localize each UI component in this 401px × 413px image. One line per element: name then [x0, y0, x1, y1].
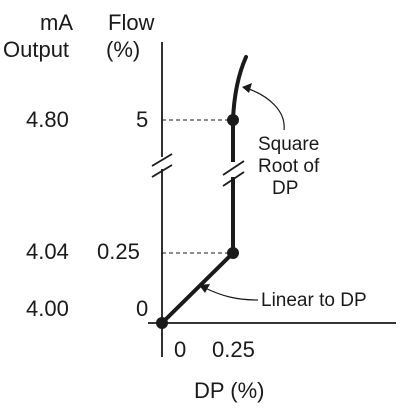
- square-root-arrow-line: [245, 87, 285, 131]
- ma-value-400: 4.00: [26, 296, 69, 321]
- square-root-label-line2: Root of: [258, 156, 320, 177]
- dp-tick-0: 0: [174, 337, 186, 362]
- linear-label: Linear to DP: [261, 290, 367, 311]
- square-root-label-line3: DP: [272, 178, 298, 199]
- dp-tick-025: 0.25: [212, 337, 255, 362]
- linear-segment: [160, 251, 235, 325]
- x-axis-label: DP (%): [194, 378, 265, 403]
- y-axis-break-mark-1: [151, 153, 173, 167]
- point-5: [227, 114, 239, 126]
- linear-arrow-line: [204, 287, 259, 301]
- y-axis-break-mark-2: [151, 164, 173, 178]
- flow-value-0: 0: [136, 296, 148, 321]
- flow-header-line1: Flow: [108, 10, 155, 35]
- flow-header-line2: (%): [106, 37, 140, 62]
- linear-arrowhead: [199, 284, 210, 293]
- flow-value-5: 5: [136, 107, 148, 132]
- curve-break-mark-2: [222, 160, 245, 176]
- ma-header-line2: Output: [3, 37, 69, 62]
- curve-break-mark-1: [222, 171, 245, 187]
- point-025: [227, 247, 239, 259]
- ma-value-480: 4.80: [26, 107, 69, 132]
- ma-header-line1: mA: [40, 10, 73, 35]
- point-origin: [156, 317, 168, 329]
- square-root-label-line1: Square: [258, 134, 319, 155]
- square-root-arrowhead: [242, 83, 252, 93]
- flow-value-025: 0.25: [97, 239, 140, 264]
- ma-value-404: 4.04: [26, 239, 69, 264]
- square-root-tail: [231, 55, 248, 122]
